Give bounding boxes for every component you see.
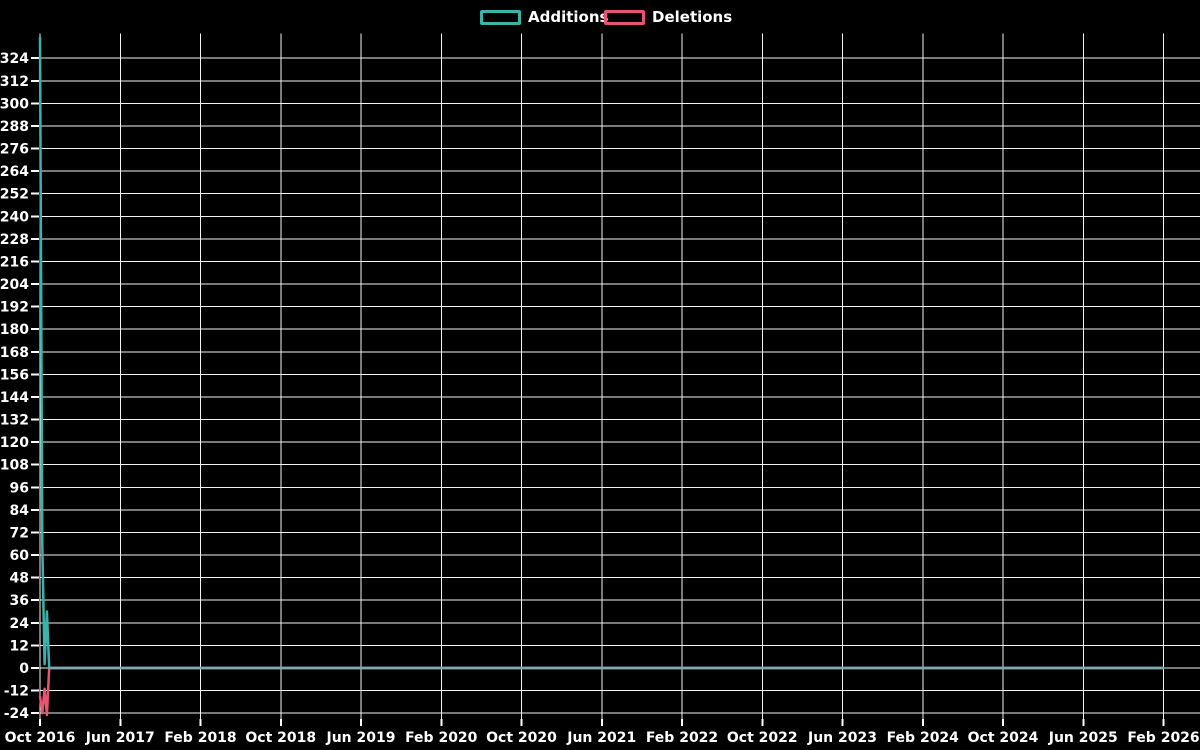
- y-tick-label: 228: [0, 232, 29, 248]
- y-tick-label: 84: [10, 503, 30, 519]
- y-tick-label: -24: [4, 706, 30, 722]
- y-tick-label: 300: [0, 96, 29, 112]
- x-tick-label: Oct 2022: [727, 730, 798, 746]
- x-tick-label: Feb 2020: [405, 730, 478, 746]
- y-tick-label: 240: [0, 209, 29, 225]
- x-tick-label: Oct 2016: [5, 730, 76, 746]
- x-tick-label: Oct 2024: [968, 730, 1039, 746]
- x-tick-label: Feb 2018: [164, 730, 236, 746]
- y-tick-label: 264: [0, 164, 29, 180]
- y-tick-label: 204: [0, 277, 29, 293]
- deletions-swatch-icon: [604, 10, 645, 25]
- y-tick-label: 192: [0, 300, 29, 316]
- x-tick-label: Jun 2025: [1048, 730, 1118, 746]
- chart-legend: Additions Deletions: [0, 0, 1200, 34]
- y-tick-label: 288: [0, 119, 29, 135]
- gridlines: [39, 33, 1200, 719]
- legend-label-additions: Additions: [528, 8, 609, 26]
- additions-swatch-icon: [480, 10, 521, 25]
- x-tick-label: Oct 2018: [245, 730, 316, 746]
- legend-item-deletions[interactable]: Deletions: [604, 9, 732, 26]
- y-tick-label: 0: [19, 661, 29, 677]
- y-tick-label: 132: [0, 413, 29, 429]
- x-tick-label: Jun 2023: [807, 730, 877, 746]
- y-tick-label: 312: [0, 74, 29, 90]
- y-tick-label: 12: [10, 638, 29, 654]
- x-tick-label: Feb 2022: [646, 730, 718, 746]
- y-tick-label: 252: [0, 187, 29, 203]
- y-tick-label: 36: [10, 593, 29, 609]
- y-tick-label: 72: [10, 525, 29, 541]
- y-tick-label: 276: [0, 142, 29, 158]
- axis-ticks: [31, 57, 1165, 726]
- y-tick-label: 48: [10, 571, 29, 587]
- y-tick-label: 120: [0, 435, 29, 451]
- y-tick-label: 216: [0, 254, 29, 270]
- axis-labels: 3243123002882762642522402282162041921801…: [0, 51, 1200, 746]
- x-tick-label: Feb 2026: [1127, 730, 1199, 746]
- y-tick-label: 60: [10, 548, 30, 564]
- y-tick-label: 180: [0, 322, 29, 338]
- y-tick-label: 108: [0, 458, 29, 474]
- y-tick-label: 144: [0, 390, 29, 406]
- x-tick-label: Jun 2021: [566, 730, 636, 746]
- legend-label-deletions: Deletions: [652, 8, 733, 26]
- x-tick-label: Oct 2020: [486, 730, 557, 746]
- y-tick-label: 156: [0, 367, 29, 383]
- x-tick-label: Jun 2017: [85, 730, 155, 746]
- y-tick-label: 96: [10, 480, 29, 496]
- y-tick-label: -12: [4, 684, 29, 700]
- legend-item-additions[interactable]: Additions: [480, 9, 608, 26]
- y-tick-label: 168: [0, 345, 29, 361]
- y-tick-label: 324: [0, 51, 29, 67]
- x-tick-label: Jun 2019: [326, 730, 396, 746]
- x-tick-label: Feb 2024: [887, 730, 960, 746]
- y-tick-label: 24: [10, 616, 30, 632]
